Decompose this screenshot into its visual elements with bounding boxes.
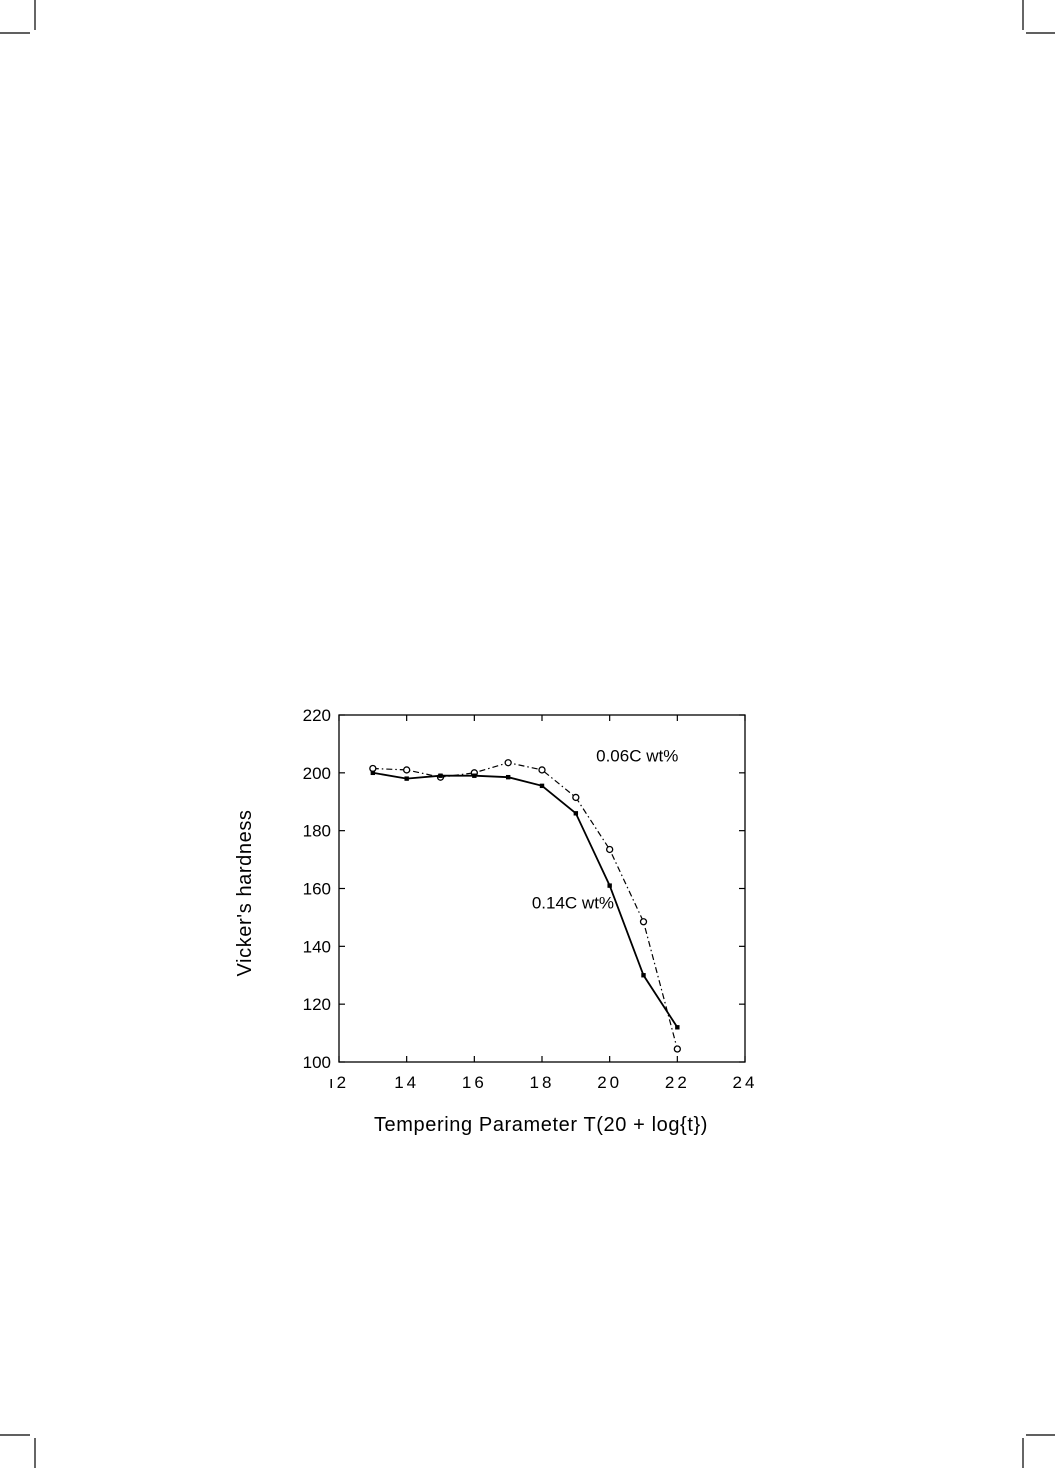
data-point [539,783,545,789]
data-point [538,766,546,774]
annotation-0-06c: 0.06C wt% [596,746,678,765]
series-line [372,771,679,1028]
x-tick-label: 18 [530,1073,555,1092]
data-point [572,793,580,802]
data-point [639,918,648,926]
series-0-06c [369,759,681,1053]
y-axis-ticks [339,714,745,1063]
x-tick-label: ı2 [329,1073,349,1092]
data-point [403,766,411,774]
data-point [472,773,477,778]
data-point [505,774,511,780]
data-point [369,764,377,773]
y-axis-tick-labels: 100 120 140 160 180 200 220 [303,706,331,1072]
data-point [573,811,579,816]
data-point [606,845,614,854]
x-axis-label: Tempering Parameter T(20 + log{t}) [374,1114,708,1136]
y-tick-label: 200 [303,764,331,783]
y-tick-label: 160 [303,880,331,899]
data-point [504,759,512,767]
x-axis-ticks [338,715,746,1062]
series-line [372,762,678,1050]
x-axis-tick-labels: ı2 14 16 18 20 22 24 [329,1073,758,1092]
y-tick-label: 100 [303,1053,331,1072]
data-point [438,773,443,778]
data-point [675,1025,680,1030]
series-layer [369,759,681,1053]
y-tick-label: 180 [303,822,331,841]
y-axis-label: Vicker's hardness [234,809,256,976]
data-point [607,883,612,888]
y-tick-label: 120 [303,995,331,1014]
x-tick-label: 14 [394,1073,419,1092]
data-point [673,1045,681,1053]
y-tick-label: 140 [303,937,331,956]
annotation-0-14c: 0.14C wt% [532,894,614,913]
x-tick-label: 24 [733,1073,758,1092]
x-tick-label: 22 [665,1073,690,1092]
data-point [404,776,409,781]
y-tick-label: 220 [303,706,331,725]
x-tick-label: 16 [462,1073,487,1092]
x-tick-label: 20 [597,1073,622,1092]
data-point [370,770,376,776]
data-point [641,973,646,978]
series-0-14c [370,770,680,1030]
